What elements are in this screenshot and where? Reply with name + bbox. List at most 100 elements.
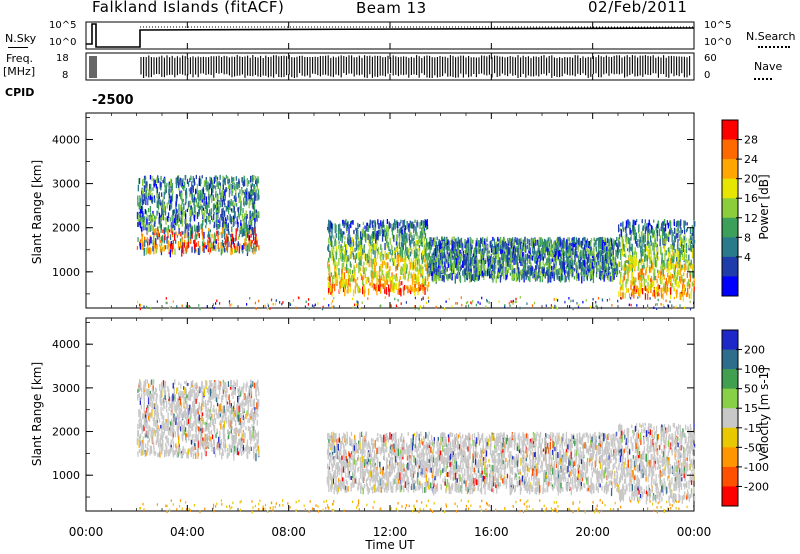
echo-cell	[368, 256, 371, 264]
echo-cell	[388, 274, 390, 283]
echo-cell	[408, 223, 410, 228]
echo-cell	[448, 297, 450, 301]
echo-cell	[238, 234, 240, 237]
echo-cell	[197, 201, 199, 209]
echo-cell	[420, 306, 422, 309]
echo-cell	[230, 248, 232, 256]
echo-cell	[421, 269, 423, 275]
echo-cell	[660, 268, 662, 272]
echo-cell	[215, 175, 217, 179]
echo-cell	[222, 179, 224, 187]
echo-cell	[221, 231, 223, 239]
echo-cell	[453, 251, 455, 260]
echo-cell	[354, 258, 357, 263]
echo-cell	[171, 215, 173, 222]
echo-cell	[468, 251, 470, 259]
echo-cell	[253, 205, 256, 212]
echo-cell	[498, 239, 500, 243]
echo-cell	[196, 226, 198, 232]
echo-cell	[557, 271, 559, 275]
echo-cell	[637, 272, 640, 280]
echo-cell	[632, 230, 634, 235]
echo-cell	[649, 278, 652, 283]
echo-cell	[639, 284, 641, 290]
echo-cell	[171, 231, 174, 235]
echo-cell	[338, 235, 340, 241]
echo-cell	[362, 226, 364, 232]
echo-cell	[469, 250, 472, 255]
echo-cell	[529, 265, 531, 269]
echo-cell	[359, 266, 361, 271]
echo-cell	[688, 263, 690, 271]
echo-cell	[190, 239, 192, 244]
echo-cell	[353, 264, 355, 272]
echo-cell	[528, 269, 530, 275]
echo-cell	[575, 266, 577, 271]
echo-cell	[414, 287, 416, 296]
echo-cell	[608, 274, 611, 282]
echo-cell	[213, 203, 215, 208]
echo-cell	[201, 189, 203, 197]
echo-cell	[461, 243, 463, 250]
echo-cell	[403, 237, 405, 246]
echo-cell	[626, 248, 629, 252]
echo-cell	[227, 216, 229, 221]
echo-cell	[248, 225, 251, 230]
echo-cell	[155, 238, 157, 245]
echo-cell	[379, 229, 381, 234]
echo-cell	[652, 257, 655, 266]
echo-cell	[599, 244, 601, 249]
echo-cell	[354, 241, 356, 247]
echo-cell	[689, 283, 691, 288]
echo-cell	[331, 223, 334, 231]
echo-cell	[507, 245, 509, 254]
echo-cell	[255, 214, 257, 219]
echo-cell	[218, 180, 220, 186]
echo-cell	[255, 233, 257, 237]
echo-cell	[201, 241, 204, 246]
echo-cell	[595, 301, 597, 304]
echo-cell	[182, 207, 184, 216]
echo-cell	[422, 254, 425, 260]
echo-cell	[500, 249, 502, 255]
echo-cell	[616, 266, 619, 275]
echo-cell	[329, 250, 331, 258]
nsearch-dots	[758, 46, 790, 48]
echo-cell	[252, 189, 254, 195]
echo-cell	[217, 230, 219, 236]
echo-cell	[346, 289, 348, 294]
echo-cell	[526, 256, 528, 261]
echo-cell	[174, 248, 176, 256]
echo-cell	[159, 199, 161, 205]
echo-cell	[559, 236, 561, 241]
echo-cell	[522, 268, 524, 277]
echo-cell	[360, 248, 362, 257]
echo-cell	[234, 184, 237, 191]
echo-cell	[625, 270, 627, 275]
echo-cell	[148, 189, 150, 197]
echo-cell	[615, 240, 617, 245]
echo-cell	[369, 246, 371, 253]
echo-cell	[245, 201, 247, 205]
echo-cell	[531, 265, 533, 272]
echo-cell	[240, 200, 242, 205]
echo-cell	[435, 263, 437, 270]
echo-cell	[225, 205, 227, 211]
echo-cell	[434, 259, 436, 266]
echo-cell	[408, 254, 410, 260]
echo-cell	[307, 303, 309, 306]
echo-cell	[211, 187, 213, 196]
echo-cell	[421, 250, 424, 257]
echo-cell	[197, 193, 199, 200]
echo-cell	[590, 238, 593, 243]
echo-cell	[187, 232, 190, 239]
echo-cell	[460, 237, 463, 245]
echo-cell	[165, 227, 167, 231]
echo-cell	[144, 220, 146, 228]
echo-cell	[439, 248, 441, 256]
echo-cell	[580, 241, 582, 248]
echo-cell	[251, 248, 254, 253]
echo-cell	[374, 265, 376, 273]
echo-cell	[160, 182, 162, 188]
echo-cell	[240, 222, 242, 226]
